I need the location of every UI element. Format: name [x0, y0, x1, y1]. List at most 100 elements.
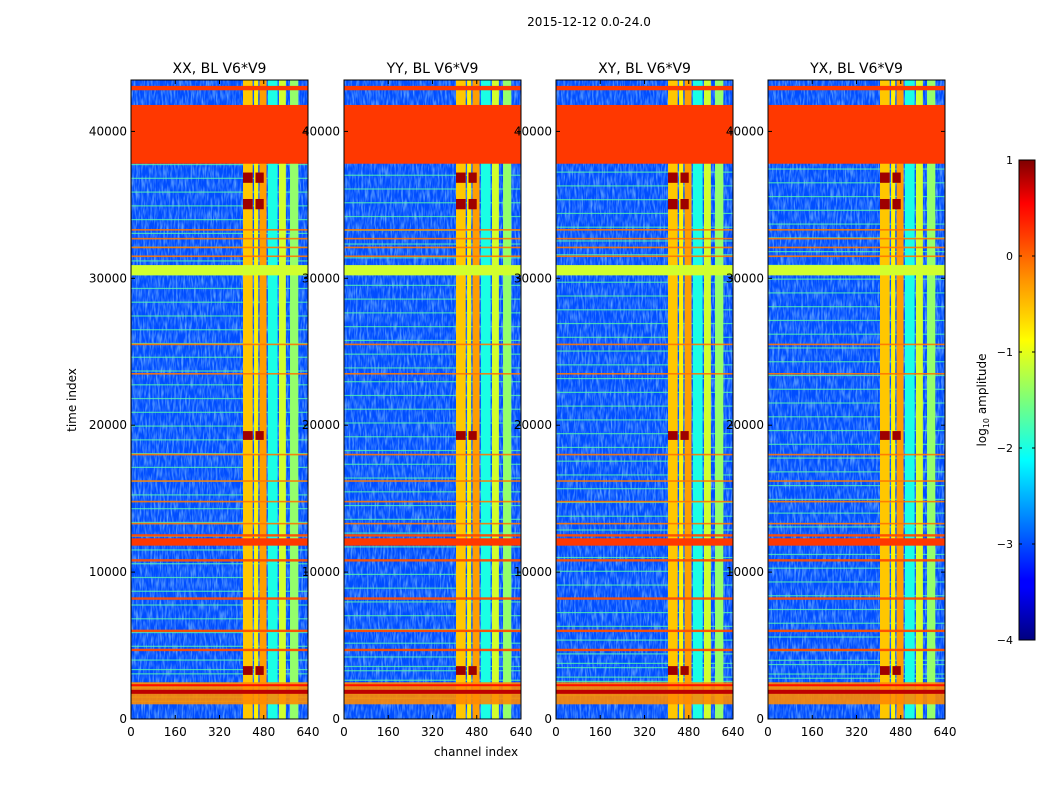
scan-row — [344, 215, 521, 218]
scan-row — [768, 636, 945, 638]
strong-row — [344, 648, 521, 652]
scan-row — [768, 292, 945, 294]
rfi-band — [254, 80, 259, 719]
scan-row — [768, 673, 945, 675]
panel-xy: XY, BL V6*V9 0 160 320 480 640 0 10000 20000 3000… — [514, 61, 745, 739]
scan-row — [768, 553, 945, 556]
panel-noise-texture — [768, 80, 945, 719]
x-axis-label: channel index — [434, 745, 518, 759]
x-tick-label: 160 — [589, 725, 612, 739]
rfi-band — [467, 80, 472, 719]
strong-row — [556, 559, 733, 562]
scan-row — [131, 549, 308, 551]
strong-row — [556, 480, 733, 482]
y-tick-label: 30000 — [514, 271, 552, 285]
y-tick-label: 20000 — [514, 418, 552, 432]
strong-row — [768, 629, 945, 633]
x-tick-label: 640 — [510, 725, 533, 739]
scan-row — [344, 615, 521, 617]
flagged-range — [344, 85, 521, 91]
scan-row — [556, 446, 733, 449]
rfi-band — [480, 80, 491, 719]
hot-block — [892, 666, 901, 675]
scan-row — [131, 604, 308, 606]
strong-row — [344, 237, 521, 240]
strong-row — [131, 372, 308, 375]
scan-row — [131, 356, 308, 358]
scan-row — [556, 501, 733, 504]
ripple-core — [768, 689, 945, 694]
figure-suptitle: 2015-12-12 0.0-24.0 — [527, 15, 651, 29]
scan-row — [768, 595, 945, 597]
scan-row — [768, 622, 945, 624]
hot-block — [456, 172, 466, 183]
strong-row — [131, 453, 308, 456]
scan-row — [344, 601, 521, 603]
scan-row — [131, 439, 308, 441]
scan-row — [131, 315, 308, 317]
x-tick-label: 480 — [465, 725, 488, 739]
strong-row — [131, 648, 308, 652]
scan-row — [131, 411, 308, 413]
hot-block — [255, 172, 264, 183]
scan-row — [344, 422, 521, 424]
panel-noise-texture — [344, 80, 521, 719]
scan-row — [768, 498, 945, 500]
rfi-band — [679, 80, 684, 719]
flagged-range — [556, 538, 733, 546]
scan-row — [131, 673, 308, 675]
rfi-band — [472, 80, 480, 719]
flagged-range — [344, 538, 521, 546]
y-tick-label: 40000 — [726, 124, 764, 138]
rfi-band — [491, 80, 499, 719]
strong-row — [556, 229, 733, 231]
hot-block — [880, 431, 890, 440]
x-tick-label: 480 — [889, 725, 912, 739]
hot-block — [468, 198, 477, 210]
scan-row — [556, 295, 733, 297]
scan-row — [556, 281, 733, 283]
strong-row — [131, 500, 308, 503]
strong-row — [344, 246, 521, 249]
scan-row — [768, 223, 945, 225]
scan-row — [768, 512, 945, 514]
hot-block — [680, 172, 689, 183]
scan-row — [131, 205, 308, 207]
panel-noise-texture — [131, 80, 308, 719]
colorbar-tick-label: −2 — [997, 442, 1013, 455]
strong-row — [768, 648, 945, 652]
scan-row — [768, 195, 945, 198]
scan-row — [556, 639, 733, 641]
colorbar-tick-label: −1 — [997, 346, 1013, 359]
scan-row — [556, 254, 733, 256]
hot-block — [468, 172, 477, 183]
strong-row — [344, 343, 521, 346]
ripple-core — [556, 684, 733, 687]
panel-title: XX, BL V6*V9 — [173, 61, 267, 77]
scan-row — [768, 388, 945, 390]
colorbar: 1 0 −1 −2 −3 −4 log10 amplitude — [975, 154, 1036, 647]
scan-row — [556, 529, 733, 531]
strong-row — [344, 372, 521, 375]
hot-block — [255, 666, 264, 675]
scan-row — [768, 608, 945, 611]
scan-row — [556, 171, 733, 173]
strong-row — [768, 534, 945, 537]
strong-row — [768, 453, 945, 456]
x-tick-label: 320 — [421, 725, 444, 739]
flagged-range — [556, 85, 733, 91]
hot-block — [892, 431, 901, 440]
y-tick-label: 40000 — [89, 124, 127, 138]
strong-row — [131, 534, 308, 537]
scan-row — [344, 491, 521, 493]
scan-row — [131, 466, 308, 468]
hot-block — [243, 431, 253, 440]
scan-row — [344, 463, 521, 465]
panel-yy: YY, BL V6*V9 0 160 320 480 640 0 10000 20000 3000… — [302, 61, 533, 739]
panel-title: YY, BL V6*V9 — [386, 61, 479, 77]
strong-row — [131, 597, 308, 600]
flagged-range — [344, 104, 521, 164]
strong-row — [768, 237, 945, 240]
x-tick-label: 480 — [677, 725, 700, 739]
scan-row — [768, 361, 945, 363]
